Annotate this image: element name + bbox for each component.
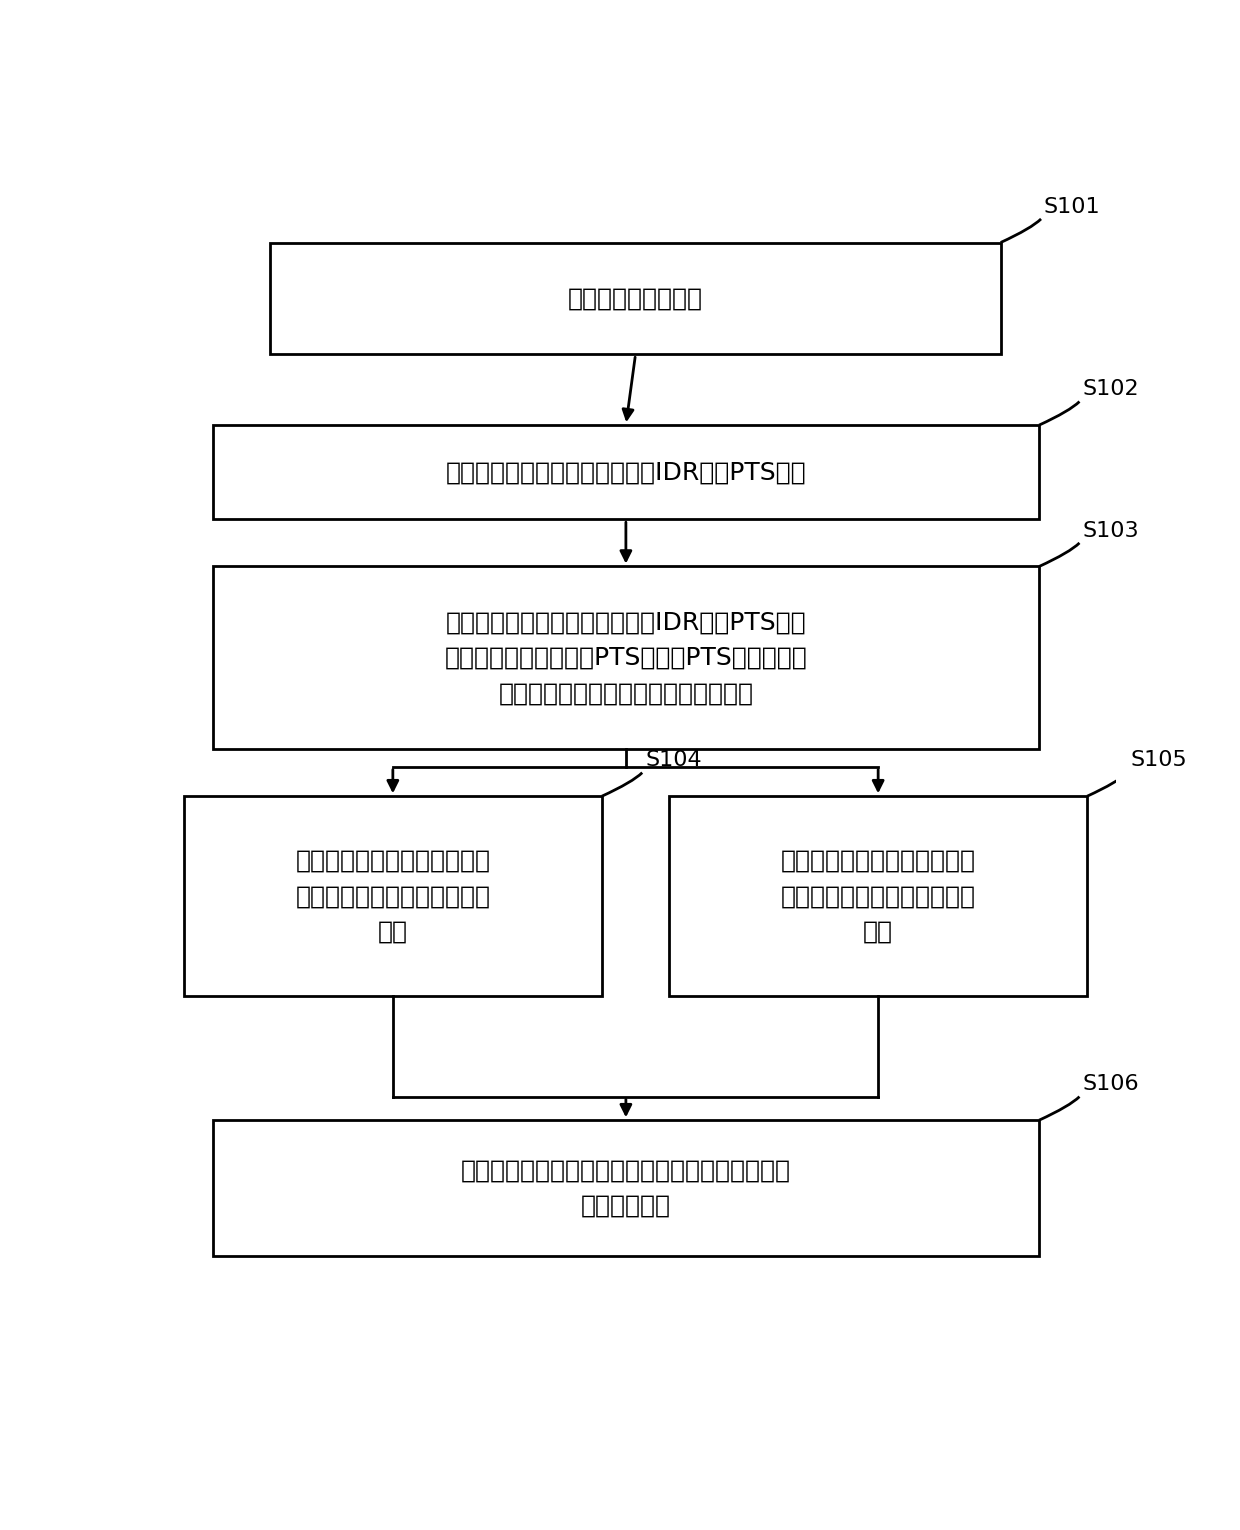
FancyBboxPatch shape bbox=[270, 242, 1001, 355]
Text: 根据所述待编辑视频文件中所有IDR帧的PTS列表
以及视频剪切段的起点PTS和终点PTS，获取所述
视频剪切段的有损时间段和无损时间段: 根据所述待编辑视频文件中所有IDR帧的PTS列表 以及视频剪切段的起点PTS和终… bbox=[444, 610, 807, 705]
Text: S101: S101 bbox=[1044, 196, 1101, 217]
Text: 获取所述待编辑视频文件中所有IDR帧的PTS列表: 获取所述待编辑视频文件中所有IDR帧的PTS列表 bbox=[445, 461, 806, 483]
FancyBboxPatch shape bbox=[670, 796, 1087, 996]
FancyBboxPatch shape bbox=[213, 1120, 1039, 1256]
Text: 对所述无损时间段内的视频帧
进行无损编码，以获得无损视
频帧: 对所述无损时间段内的视频帧 进行无损编码，以获得无损视 频帧 bbox=[781, 849, 976, 944]
Text: 对所述有损时间段内的视频帧
进行有损编码，以获得有损视
频帧: 对所述有损时间段内的视频帧 进行有损编码，以获得有损视 频帧 bbox=[295, 849, 490, 944]
Text: S104: S104 bbox=[645, 750, 702, 770]
Text: S102: S102 bbox=[1083, 379, 1140, 399]
Text: S105: S105 bbox=[1131, 750, 1187, 770]
Text: S106: S106 bbox=[1083, 1074, 1140, 1094]
Text: 将所述有损视频帧和所述无损视频帧进行合成，输
出到指定文件: 将所述有损视频帧和所述无损视频帧进行合成，输 出到指定文件 bbox=[461, 1158, 791, 1218]
Text: S103: S103 bbox=[1083, 520, 1140, 540]
FancyBboxPatch shape bbox=[184, 796, 601, 996]
Text: 获取待编辑视频文件: 获取待编辑视频文件 bbox=[568, 286, 703, 311]
FancyBboxPatch shape bbox=[213, 566, 1039, 750]
FancyBboxPatch shape bbox=[213, 425, 1039, 519]
